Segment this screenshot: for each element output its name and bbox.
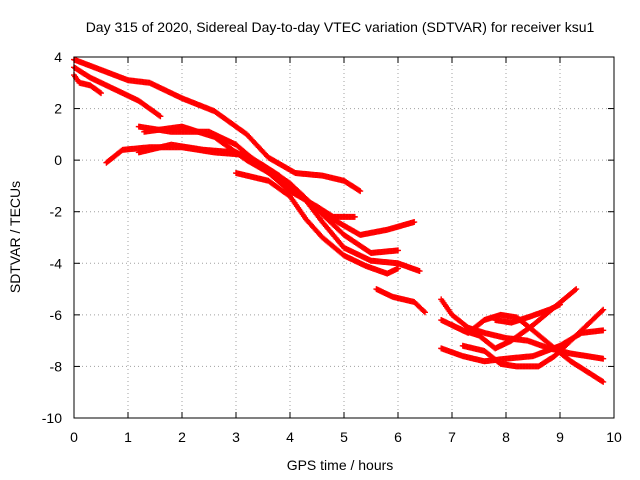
x-axis-label: GPS time / hours xyxy=(287,457,394,473)
y-tick-label: -8 xyxy=(50,358,63,374)
y-tick-label: -10 xyxy=(42,410,62,426)
data-point xyxy=(573,286,580,293)
data-point xyxy=(599,307,606,314)
data-point xyxy=(600,378,607,385)
x-tick-label: 2 xyxy=(178,429,186,445)
series-arc-9 xyxy=(373,286,428,316)
x-tick-label: 4 xyxy=(286,429,294,445)
data-point xyxy=(599,378,606,385)
data-point xyxy=(156,112,163,119)
data-point xyxy=(395,247,401,254)
x-tick-label: 0 xyxy=(70,429,78,445)
axis-ticks: 0 1 2 3 4 5 6 7 8 9 10 -10 -8 -6 -4 -2 0 2 4 xyxy=(42,49,622,445)
x-tick-label: 8 xyxy=(502,429,510,445)
data-point xyxy=(395,265,401,272)
data-point xyxy=(356,187,363,194)
x-tick-label: 3 xyxy=(232,429,240,445)
data-point xyxy=(572,287,578,294)
x-tick-label: 7 xyxy=(448,429,456,445)
data-point xyxy=(600,306,607,313)
data-point xyxy=(411,219,418,226)
series-arc-15 xyxy=(492,301,563,326)
y-tick-label: 2 xyxy=(54,101,62,117)
series-arc-2 xyxy=(71,64,164,120)
x-tick-label: 9 xyxy=(556,429,564,445)
x-tick-label: 1 xyxy=(124,429,132,445)
series-arc-1 xyxy=(71,56,364,195)
chart-title: Day 315 of 2020, Sidereal Day-to-day VTE… xyxy=(86,19,595,35)
data-point xyxy=(422,309,428,316)
series-arc-10 xyxy=(438,296,607,362)
data-point xyxy=(157,113,164,120)
y-tick-label: 0 xyxy=(54,152,62,168)
x-tick-label: 10 xyxy=(606,429,622,445)
series-arc-12 xyxy=(438,327,607,365)
data-point xyxy=(357,188,364,195)
series-arc-14 xyxy=(459,306,607,370)
data-point xyxy=(600,327,607,334)
data-point xyxy=(416,268,423,275)
data-point xyxy=(98,90,104,97)
y-axis-label: SDTVAR / TECUs xyxy=(7,181,23,293)
y-tick-label: 4 xyxy=(54,49,62,65)
y-tick-label: -6 xyxy=(50,307,63,323)
data-point xyxy=(557,301,563,308)
data-point xyxy=(351,213,358,220)
x-tick-label: 6 xyxy=(394,429,402,445)
series-arc-7 xyxy=(135,141,401,256)
data-point xyxy=(600,355,607,362)
data-point xyxy=(420,308,427,315)
series-arc-13 xyxy=(449,311,607,385)
y-tick-label: -4 xyxy=(50,255,63,271)
x-tick-label: 5 xyxy=(340,429,348,445)
series-arc-8 xyxy=(233,170,401,277)
data-point xyxy=(96,89,103,96)
data-points xyxy=(71,56,607,385)
y-tick-label: -2 xyxy=(50,204,63,220)
